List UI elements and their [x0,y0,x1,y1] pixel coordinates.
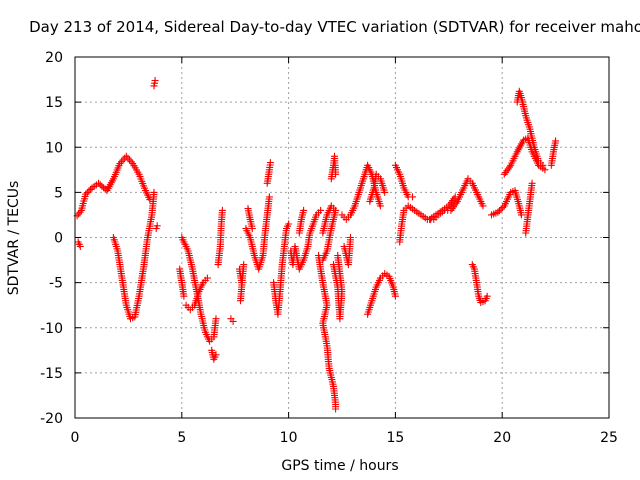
data-series-segment [315,252,340,413]
x-tick-label: 5 [177,430,186,446]
data-series-segment [468,261,491,306]
y-tick-label: -5 [49,276,63,292]
data-series-segment [340,234,354,269]
data-point-markers [74,238,84,250]
grid-lines [75,57,609,418]
y-tick-label: 0 [54,231,63,247]
y-tick-label: 5 [54,185,63,201]
data-series-segment [242,193,273,273]
x-tick-label: 20 [493,430,511,446]
data-point-markers [327,152,340,183]
data-series-segment [263,159,274,187]
data-point-markers [227,315,237,325]
data-series-segment [319,202,340,264]
data-point-markers [426,193,459,223]
data-series-segment [214,206,226,269]
data-series-segment [330,252,346,323]
data-point-markers [513,87,547,169]
data-series-segment [366,170,389,205]
data-series-segment [391,161,416,201]
data-series-segment [270,220,293,318]
data-series-segment [176,265,188,300]
data-series-segment [152,222,161,232]
data-point-markers [522,179,536,237]
y-axis-label: SDTVAR / TECUs [6,181,22,296]
x-tick-label: 25 [600,430,618,446]
axis-ticks: 0 5 10 15 20 25 -20 -15 -10 -5 0 5 10 15 20 [40,50,618,446]
data-series-segment [244,205,256,232]
data-series-segment [73,152,154,220]
data-series-segment [522,179,536,237]
y-tick-label: -15 [40,366,63,382]
data-series-segment [547,137,560,169]
data-point-markers [214,206,226,269]
data-point-markers [208,346,220,363]
data-point-markers [287,206,325,273]
chart-title: Day 213 of 2014, Sidereal Day-to-day VTE… [29,18,640,36]
data-point-markers [263,159,274,187]
data-series-segment [182,274,211,314]
data-point-markers [340,234,354,269]
data-point-markers [500,134,549,178]
data-point-markers [366,170,389,205]
data-point-markers [152,222,161,232]
y-tick-label: 10 [45,140,63,156]
data-series-segment [227,315,237,325]
data-series-segment [74,238,84,250]
data-point-markers [176,265,188,300]
data-series-segment [295,206,308,237]
data-point-markers [150,77,159,90]
data-point-markers [468,261,491,306]
data-series-segment [236,261,248,305]
data-series-segment [150,77,159,90]
data-point-markers [242,193,273,273]
data-point-markers [295,206,308,237]
data-series-segment [500,134,549,178]
data-series-segment [208,346,220,363]
data-point-markers [330,252,346,323]
x-tick-label: 0 [71,430,80,446]
data-point-markers [270,220,293,318]
data-point-markers [315,252,340,413]
x-tick-label: 10 [280,430,298,446]
data-point-markers [182,274,211,314]
data-series-segment [287,206,325,273]
data-series-segment [364,270,399,318]
y-tick-label: -20 [40,411,63,427]
y-tick-label: 20 [45,50,63,66]
data-series-segment [426,193,459,223]
data-series-segment [327,152,340,183]
x-axis-label: GPS time / hours [281,458,398,474]
y-tick-label: -10 [40,321,63,337]
data-point-markers [319,202,340,264]
data-point-markers [488,187,525,219]
data-point-markers [73,152,154,220]
data-series-segment [488,187,525,219]
data-point-markers [244,205,256,232]
data-point-markers [236,261,248,305]
x-tick-label: 15 [386,430,404,446]
y-tick-label: 15 [45,95,63,111]
data-point-markers [364,270,399,318]
data-point-markers [391,161,416,201]
data-point-markers [547,137,560,169]
data-point-markers [109,188,158,323]
data-series-segment [109,188,158,323]
data-series-segment [513,87,547,169]
data-points [73,77,560,413]
